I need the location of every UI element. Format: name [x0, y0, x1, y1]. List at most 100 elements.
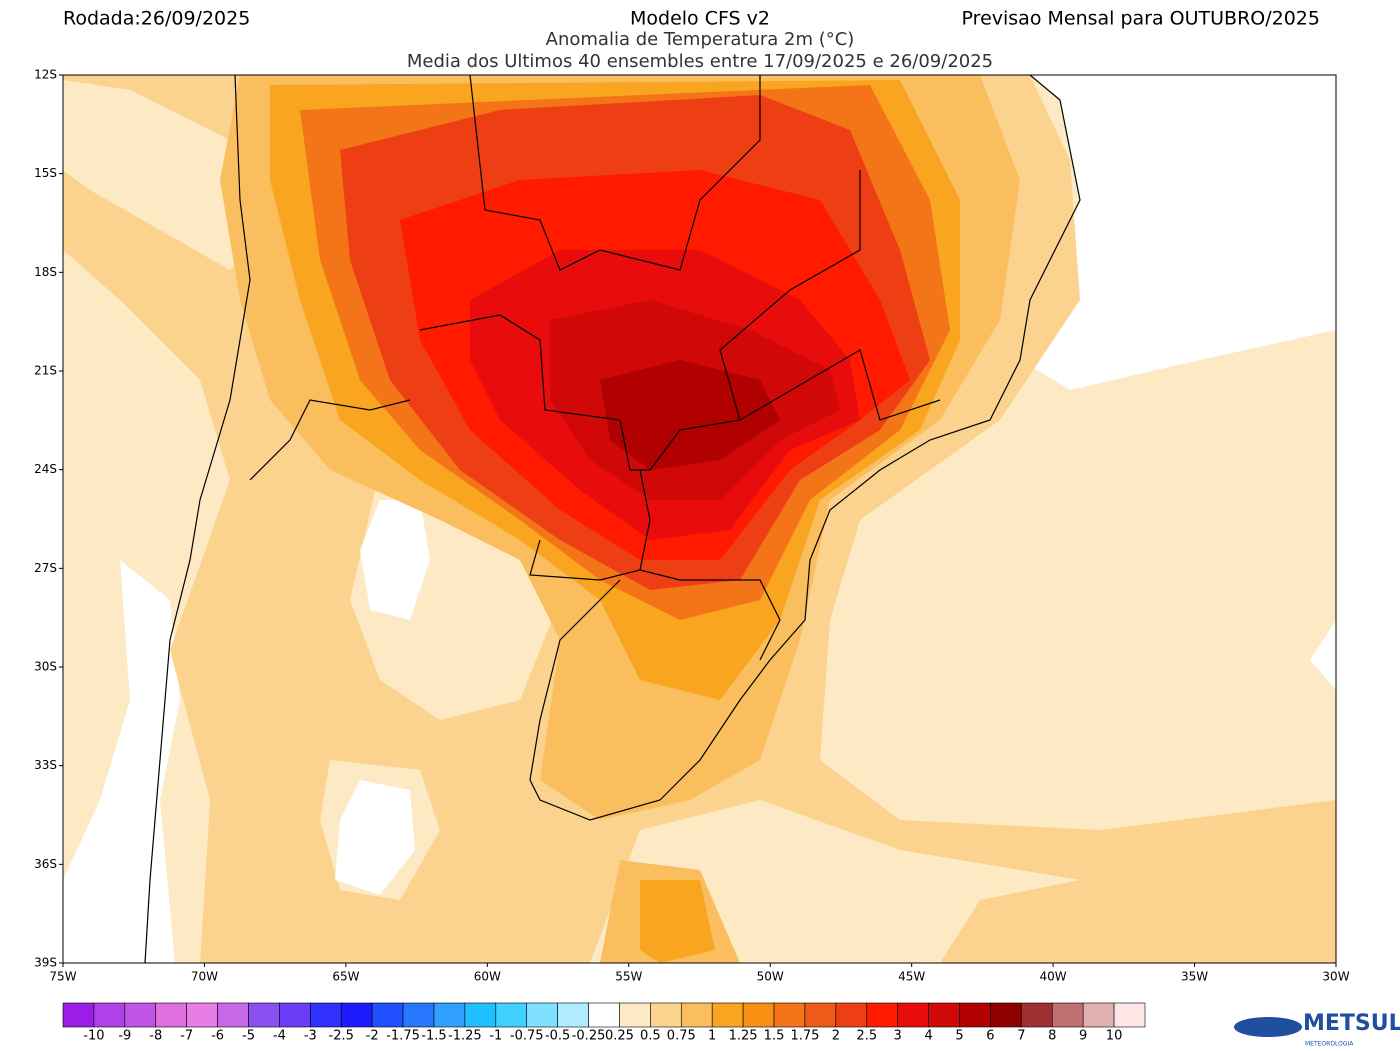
colorbar-label: 3: [894, 1029, 902, 1044]
colorbar-box: [619, 1002, 651, 1028]
lon-label: 75W: [49, 970, 76, 984]
lon-label: 55W: [615, 970, 642, 984]
colorbar-box: [680, 1002, 713, 1028]
colorbar-box: [1113, 1002, 1146, 1028]
colorbar-box: [959, 1002, 991, 1028]
colorbar-box: [990, 1002, 1022, 1028]
colorbar-label: -4: [273, 1029, 286, 1044]
lat-label: 21S: [34, 364, 57, 378]
lon-label: 35W: [1181, 970, 1208, 984]
colorbar-label: 10: [1106, 1029, 1123, 1044]
colorbar-box: [62, 1002, 95, 1028]
colorbar-box: [495, 1002, 528, 1028]
colorbar-label: -8: [149, 1029, 162, 1044]
colorbar-label: 5: [955, 1029, 963, 1044]
colorbar-label: 0.75: [667, 1029, 696, 1044]
logo-name: METSUL: [1303, 1011, 1400, 1036]
variable-title: Anomalia de Temperatura 2m (°C): [546, 29, 855, 50]
colorbar-box: [1021, 1002, 1053, 1028]
colorbar-label: 1.5: [764, 1029, 785, 1044]
colorbar-label: 9: [1079, 1029, 1087, 1044]
colorbar-box: [804, 1002, 837, 1028]
colorbar-box: [371, 1002, 404, 1028]
run-date: Rodada:26/09/2025: [63, 8, 250, 30]
forecast-title: Previsao Mensal para OUTUBRO/2025: [962, 8, 1320, 30]
colorbar-box: [928, 1002, 960, 1028]
colorbar-label: 6: [986, 1029, 994, 1044]
colorbar-box: [155, 1002, 187, 1028]
colorbar-label: -1.25: [448, 1029, 482, 1044]
colorbar-label: -7: [180, 1029, 193, 1044]
lon-label: 30W: [1322, 970, 1349, 984]
coastlines: [144, 75, 1081, 963]
colorbar-label: -0.25: [572, 1029, 606, 1044]
colorbar-box: [1051, 1002, 1084, 1028]
colorbar-box: [93, 1002, 126, 1028]
colorbar-label: 4: [924, 1029, 932, 1044]
colorbar-box: [340, 1002, 373, 1028]
colorbar-label: 1.25: [729, 1029, 758, 1044]
colorbar-box: [279, 1002, 311, 1028]
colorbar-label: -1.75: [386, 1029, 420, 1044]
anomaly-field: [63, 75, 1336, 963]
colorbar-label: -1.5: [421, 1029, 446, 1044]
colorbar-box: [650, 1002, 682, 1028]
colorbar-box: [402, 1002, 435, 1028]
colorbar-label: -5: [242, 1029, 255, 1044]
lat-label: 39S: [34, 956, 57, 970]
colorbar-label: -2: [366, 1029, 379, 1044]
lat-label: 12S: [34, 68, 57, 82]
lat-label: 30S: [34, 660, 57, 674]
colorbar-label: -9: [118, 1029, 131, 1044]
colorbar-box: [897, 1002, 929, 1028]
colorbar-box: [310, 1002, 342, 1028]
colorbar-box: [248, 1002, 280, 1028]
model-title: Modelo CFS v2: [630, 8, 770, 30]
colorbar-box: [526, 1002, 558, 1028]
lat-label: 18S: [34, 265, 57, 279]
colorbar-label: -2.5: [329, 1029, 354, 1044]
colorbar-box: [588, 1002, 620, 1028]
colorbar-label: 2.5: [856, 1029, 877, 1044]
lat-label: 33S: [34, 758, 57, 772]
colorbar-box: [773, 1002, 806, 1028]
colorbar-label: 8: [1048, 1029, 1056, 1044]
logo-globe: [1234, 1017, 1302, 1037]
colorbar-box: [742, 1002, 775, 1028]
colorbar-box: [217, 1002, 249, 1028]
lat-label: 15S: [34, 166, 57, 180]
map-frame: [62, 74, 1337, 964]
lat-label: 24S: [34, 462, 57, 476]
lon-label: 50W: [757, 970, 784, 984]
colorbar-label: -10: [83, 1029, 104, 1044]
lon-label: 65W: [332, 970, 359, 984]
colorbar-label: 0.25: [605, 1029, 634, 1044]
colorbar-box: [1082, 1002, 1115, 1028]
colorbar-label: -0.5: [545, 1029, 570, 1044]
colorbar-label: -0.75: [510, 1029, 544, 1044]
colorbar-box: [835, 1002, 868, 1028]
lat-label: 36S: [34, 857, 57, 871]
lon-label: 60W: [474, 970, 501, 984]
colorbar-box: [464, 1002, 497, 1028]
lon-label: 45W: [898, 970, 925, 984]
colorbar-label: 2: [832, 1029, 840, 1044]
colorbar-box: [866, 1002, 898, 1028]
colorbar-label: -6: [211, 1029, 224, 1044]
colorbar-label: 1.75: [790, 1029, 819, 1044]
colorbar-label: -1: [489, 1029, 502, 1044]
lat-label: 27S: [34, 561, 57, 575]
logo-tagline: METEOROLOGIA: [1305, 1041, 1354, 1048]
ensemble-title: Media dos Ultimos 40 ensembles entre 17/…: [407, 51, 993, 72]
colorbar-label: 0.5: [640, 1029, 661, 1044]
colorbar-label: 1: [708, 1029, 716, 1044]
colorbar-box: [124, 1002, 157, 1028]
colorbar-box: [433, 1002, 466, 1028]
lon-label: 70W: [191, 970, 218, 984]
colorbar-box: [186, 1002, 218, 1028]
colorbar-label: -3: [304, 1029, 317, 1044]
colorbar-box: [711, 1002, 744, 1028]
lon-label: 40W: [1040, 970, 1067, 984]
colorbar-box: [557, 1002, 589, 1028]
